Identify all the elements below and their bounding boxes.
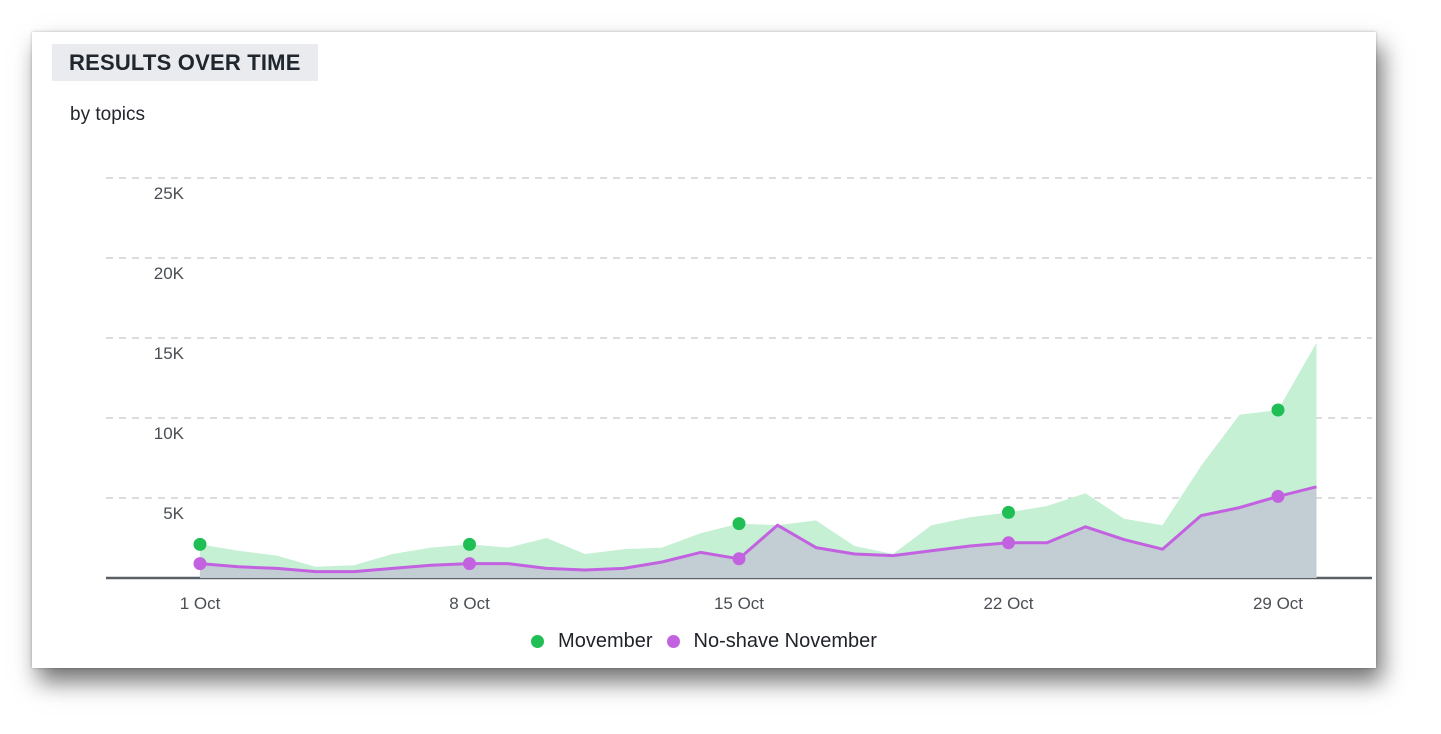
results-chart: 5K 10K 15K 20K 25K 1 Oct 8 Oct 15 Oct 22 Oct 29 O…	[106, 177, 1372, 613]
series-area-no-shave-november	[200, 486, 1317, 578]
legend-label: No-shave November	[693, 630, 877, 652]
y-tick-label: 10K	[154, 424, 185, 443]
y-tick-label: 25K	[154, 184, 185, 203]
data-point-movember	[1002, 505, 1015, 519]
data-point-movember	[463, 537, 476, 551]
x-tick-label: 1 Oct	[180, 594, 221, 613]
results-over-time-card: RESULTS OVER TIME by topics 5K 10K 15K 20K 2…	[32, 32, 1376, 668]
legend-item-no-shave-november[interactable]: No-shave November	[666, 630, 877, 653]
chart-title: RESULTS OVER TIME	[69, 49, 301, 75]
chart-subtitle: by topics	[70, 104, 145, 125]
x-tick-label: 29 Oct	[1253, 594, 1303, 613]
title-tab: RESULTS OVER TIME	[52, 44, 318, 81]
data-point-no-shave-november	[732, 552, 746, 566]
y-tick-label: 15K	[154, 344, 185, 363]
y-tick-label: 20K	[154, 264, 185, 283]
legend-marker-icon	[531, 635, 545, 648]
legend-marker-icon	[666, 635, 680, 648]
data-point-movember	[732, 517, 746, 531]
data-point-no-shave-november	[463, 557, 476, 571]
x-tick-label: 22 Oct	[983, 594, 1033, 613]
dot-layer	[193, 403, 1285, 571]
line-layer	[199, 485, 1317, 574]
data-point-movember	[193, 537, 207, 551]
legend-item-movember[interactable]: Movember	[531, 630, 653, 653]
area-layer	[200, 342, 1317, 578]
series-area-movember	[200, 342, 1317, 578]
series-line-no-shave-november	[199, 485, 1317, 574]
data-point-no-shave-november	[193, 557, 207, 571]
data-point-movember	[1271, 403, 1285, 417]
data-point-no-shave-november	[1002, 536, 1015, 550]
chart-legend: Movember No-shave November	[32, 630, 1376, 653]
x-tick-label: 15 Oct	[714, 594, 764, 613]
label-layer: 5K 10K 15K 20K 25K 1 Oct 8 Oct 15 Oct 22 Oct 29 O…	[154, 184, 1304, 613]
x-tick-label: 8 Oct	[449, 594, 490, 613]
data-point-no-shave-november	[1271, 489, 1285, 503]
y-tick-label: 5K	[163, 504, 184, 523]
legend-label: Movember	[558, 630, 653, 652]
